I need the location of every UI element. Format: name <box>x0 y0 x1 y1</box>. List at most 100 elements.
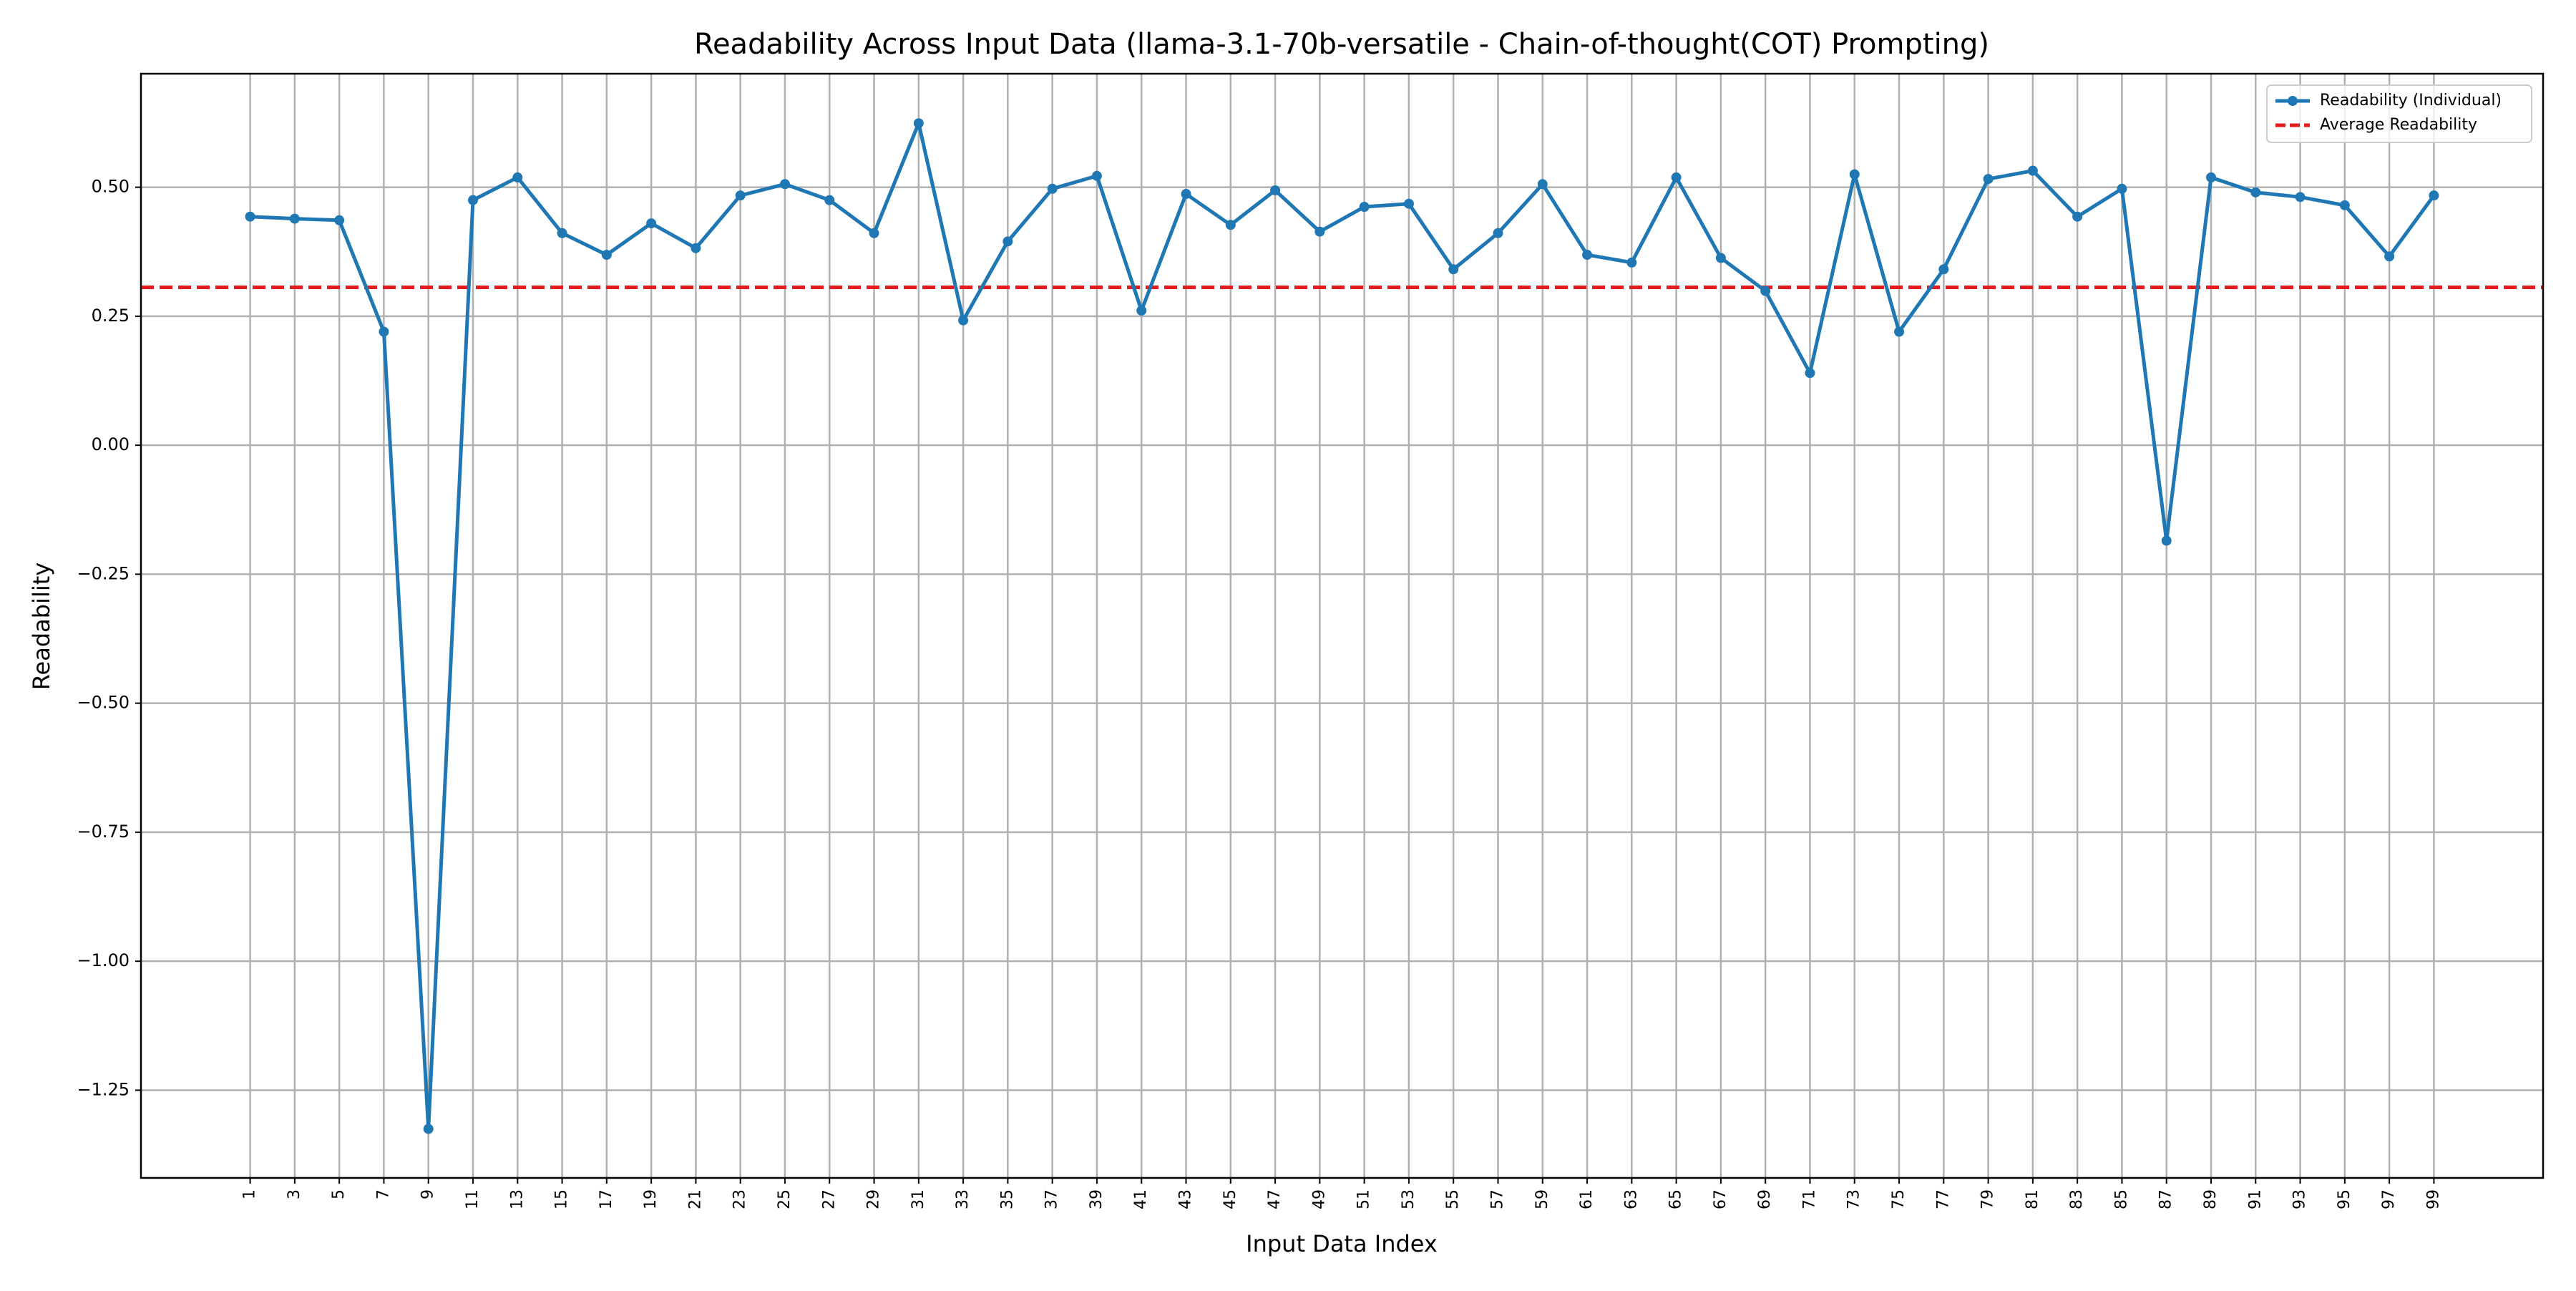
y-tick-label: −0.75 <box>77 822 130 842</box>
point <box>2295 192 2306 203</box>
point <box>1047 183 1058 194</box>
x-tick-label: 19 <box>642 1189 660 1209</box>
x-tick-label: 89 <box>2202 1189 2220 1209</box>
x-tick-label: 85 <box>2112 1189 2130 1209</box>
x-tick-label: 67 <box>1712 1189 1729 1209</box>
x-tick-label: 37 <box>1043 1189 1061 1209</box>
point <box>869 228 879 238</box>
point <box>2429 190 2439 201</box>
x-tick-label: 33 <box>954 1189 972 1209</box>
point <box>245 211 255 222</box>
y-axis-label: Readability <box>28 562 55 690</box>
point <box>2250 187 2261 198</box>
point <box>691 243 701 253</box>
x-tick-label: 5 <box>330 1189 348 1199</box>
x-tick-label: 23 <box>731 1189 749 1209</box>
y-tick-label: −1.25 <box>77 1079 130 1099</box>
x-tick-label: 3 <box>286 1189 303 1199</box>
point <box>1671 172 1682 182</box>
y-tick-label: −0.50 <box>77 693 130 713</box>
point <box>1091 170 1102 181</box>
x-tick-label: 75 <box>1890 1189 1908 1209</box>
x-axis-label: Input Data Index <box>1246 1230 1438 1257</box>
series-line <box>250 121 2436 1131</box>
x-tick-label: 43 <box>1177 1189 1195 1209</box>
point <box>2161 535 2172 546</box>
x-tick-label: 13 <box>508 1189 526 1209</box>
x-tick-label: 29 <box>865 1189 883 1209</box>
x-tick-label: 95 <box>2336 1189 2353 1209</box>
point <box>2205 172 2216 182</box>
x-tick-label: 15 <box>553 1189 571 1209</box>
point <box>2117 183 2127 194</box>
point <box>824 195 835 205</box>
point <box>1493 228 1503 238</box>
x-tick-label: 47 <box>1266 1189 1284 1209</box>
point <box>2384 251 2395 262</box>
legend-box <box>2266 84 2532 143</box>
point <box>1002 236 1013 247</box>
point <box>1894 326 1905 337</box>
x-tick-label: 9 <box>419 1189 437 1199</box>
x-tick-label: 81 <box>2024 1189 2041 1209</box>
point <box>779 179 790 190</box>
point <box>379 326 389 337</box>
point <box>1448 264 1459 275</box>
point <box>2339 200 2350 210</box>
y-tick-label: −1.00 <box>77 950 130 970</box>
chart-title: Readability Across Input Data (llama-3.1… <box>694 28 1989 61</box>
x-tick-label: 91 <box>2246 1189 2264 1209</box>
point <box>1403 198 1414 209</box>
y-tick-label: 0.50 <box>92 177 130 197</box>
point <box>1626 257 1637 268</box>
x-tick-label: 71 <box>1800 1189 1818 1209</box>
x-tick-label: 77 <box>1934 1189 1952 1209</box>
point <box>1849 169 1860 180</box>
point <box>1359 202 1370 213</box>
x-tick-label: 79 <box>1979 1189 1997 1209</box>
point <box>512 172 523 182</box>
x-tick-label: 87 <box>2157 1189 2175 1209</box>
point <box>913 118 924 129</box>
y-tick-label: −0.25 <box>77 563 130 583</box>
x-tick-label: 21 <box>686 1189 704 1209</box>
point <box>1938 264 1949 275</box>
x-tick-label: 25 <box>776 1189 794 1209</box>
point <box>1537 179 1548 190</box>
x-tick-label: 17 <box>597 1189 615 1209</box>
x-tick-label: 27 <box>820 1189 838 1209</box>
x-tick-label: 99 <box>2424 1189 2442 1209</box>
x-tick-label: 53 <box>1400 1189 1418 1209</box>
legend-label: Readability (Individual) <box>2320 92 2502 109</box>
x-tick-label: 57 <box>1488 1189 1506 1209</box>
x-tick-label: 41 <box>1132 1189 1150 1209</box>
point <box>958 315 969 326</box>
point <box>423 1124 434 1134</box>
point <box>735 190 746 201</box>
x-tick-label: 61 <box>1578 1189 1596 1209</box>
point <box>1715 253 1726 263</box>
x-tick-label: 93 <box>2291 1189 2309 1209</box>
point <box>1314 226 1325 237</box>
point <box>557 228 567 238</box>
plot-frame <box>140 72 2545 1179</box>
point <box>1582 250 1593 260</box>
legend: Readability (Individual) Average Readabil… <box>2266 84 2532 143</box>
x-tick-label: 7 <box>374 1189 392 1199</box>
point <box>1805 368 1815 379</box>
point <box>1136 305 1147 316</box>
point <box>468 195 479 205</box>
x-tick-label: 97 <box>2380 1189 2398 1209</box>
point <box>1270 185 1281 195</box>
point <box>289 213 300 224</box>
x-tick-label: 35 <box>998 1189 1016 1209</box>
x-tick-label: 39 <box>1088 1189 1106 1209</box>
x-tick-label: 59 <box>1533 1189 1551 1209</box>
legend-marker <box>2288 96 2298 106</box>
x-tick-label: 49 <box>1310 1189 1328 1209</box>
y-tick-label: 0.25 <box>92 306 130 326</box>
point <box>334 215 345 225</box>
point <box>646 218 657 229</box>
point <box>1760 286 1771 296</box>
